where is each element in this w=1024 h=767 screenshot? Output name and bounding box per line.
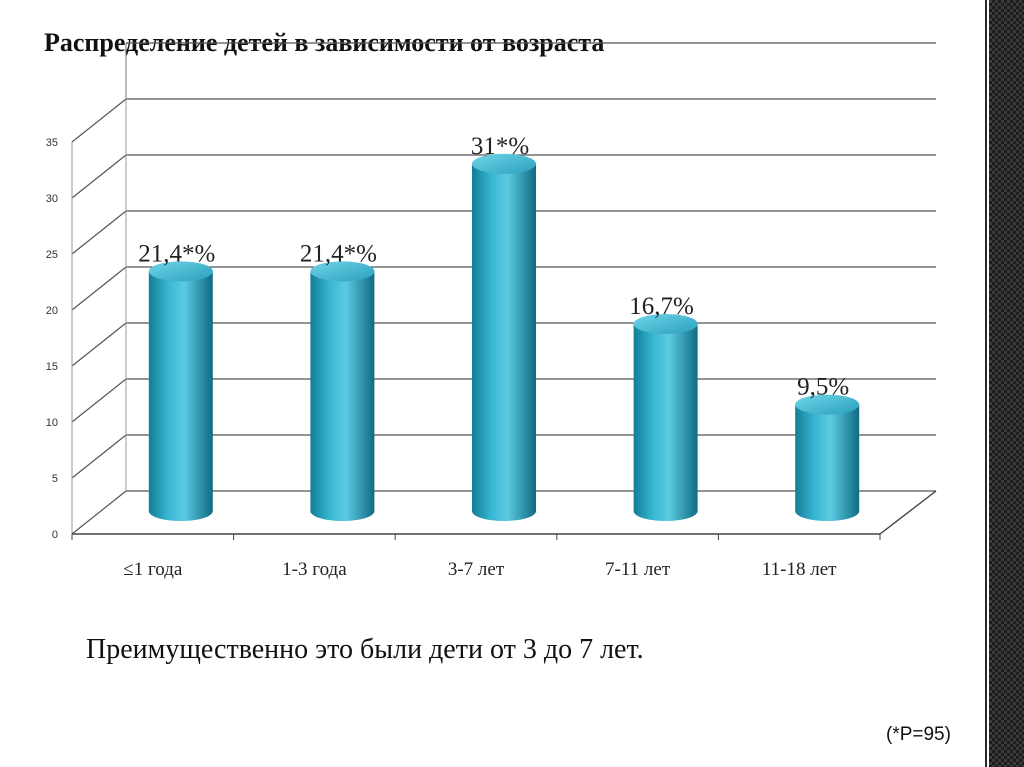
bar-cylinder (795, 394, 860, 521)
gridline-side-25 (71, 210, 127, 255)
x-tick-label: 11-18 лет (762, 559, 837, 580)
chart-labels: 0 5 10 15 20 25 30 35 ≤1 года 1-3 года 3-7 лет 7-11… (46, 133, 849, 580)
x-tick-label: 1-3 года (282, 559, 347, 580)
footnote: (*P=95) (886, 724, 951, 745)
bar-body (472, 163, 536, 522)
chart-caption: Преимущественно это были дети от 3 до 7 … (86, 634, 644, 665)
bar-data-label: 31*% (471, 133, 529, 160)
bar-top (310, 261, 375, 282)
bar-data-label: 9,5% (797, 374, 849, 401)
bar-top (148, 261, 213, 282)
y-tick-label: 5 (52, 473, 58, 485)
bar-top (795, 394, 860, 415)
bar-cylinder (472, 153, 536, 522)
y-tick-label: 15 (46, 361, 58, 373)
bar-top (633, 313, 698, 334)
gridline-side-35 (71, 98, 127, 143)
floor-right-edge (879, 490, 937, 535)
x-tick-label: 7-11 лет (605, 559, 671, 580)
y-tick-label: 0 (52, 529, 58, 541)
gridline-side-10 (71, 378, 127, 423)
bar-data-label: 21,4*% (138, 240, 215, 267)
bar-data-label: 16,7% (629, 293, 694, 320)
x-tick-label: 3-7 лет (448, 559, 505, 580)
y-tick-label: 30 (46, 193, 58, 205)
x-tick-label: ≤1 года (123, 559, 183, 580)
chart-bars (148, 153, 860, 522)
bar-cylinder (310, 261, 375, 521)
bar-body (310, 271, 375, 521)
decorative-frame-strip (989, 0, 1024, 767)
bar-body (633, 323, 698, 521)
gridline-side-20 (71, 266, 127, 311)
gridline-side-0 (71, 490, 127, 535)
gridline-side-5 (71, 434, 127, 479)
frame-divider (985, 0, 987, 767)
bar-cylinder (148, 261, 213, 521)
gridline-side-30 (71, 154, 127, 199)
y-tick-label: 10 (46, 417, 58, 429)
bar-body (795, 404, 860, 521)
y-tick-label: 25 (46, 249, 58, 261)
bar-cylinder (633, 313, 698, 521)
bar-data-label: 21,4*% (300, 240, 377, 267)
gridline-side-15 (71, 322, 127, 367)
bar-top (472, 153, 536, 174)
y-tick-label: 35 (46, 137, 58, 149)
bar-body (148, 271, 213, 521)
y-tick-label: 20 (46, 305, 58, 317)
